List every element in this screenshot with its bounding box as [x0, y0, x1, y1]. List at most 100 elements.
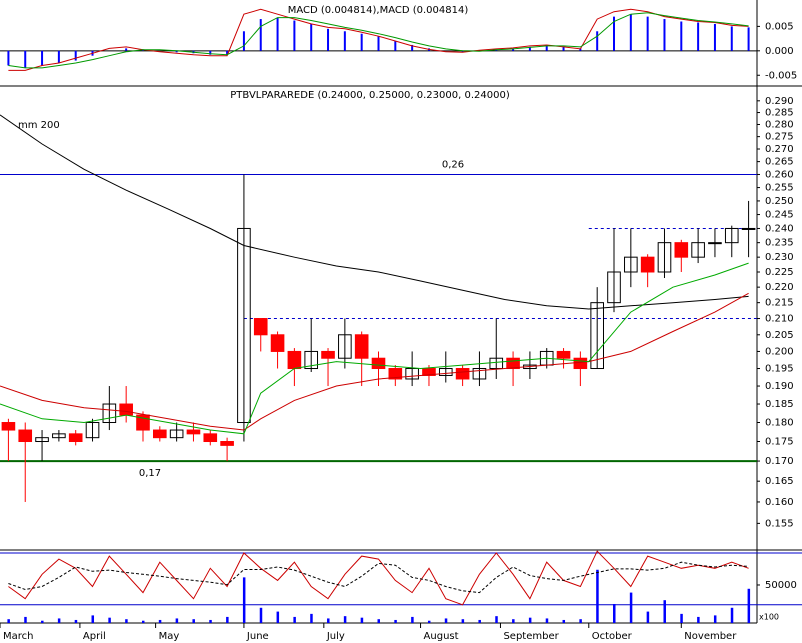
- x-tick-label: November: [684, 631, 737, 642]
- candle-body: [304, 350, 319, 370]
- stoch-d: [8, 561, 749, 594]
- volume-bar: [663, 600, 666, 623]
- x-tick-label: September: [503, 631, 559, 642]
- volume-bar: [242, 577, 246, 623]
- volume-bar: [478, 619, 481, 623]
- volume-bar: [697, 616, 700, 623]
- candle-body: [354, 334, 369, 359]
- candle-body: [691, 242, 705, 258]
- volume-bar: [91, 615, 95, 623]
- candle-body: [68, 433, 83, 443]
- price-title: PTBVLPARAREDE (0.24000, 0.25000, 0.23000…: [230, 90, 510, 101]
- candle-body: [371, 357, 386, 370]
- candle-body: [35, 437, 49, 443]
- volume-bar: [125, 619, 128, 623]
- volume-bar: [545, 618, 549, 623]
- y-tick-label: 0.205: [765, 330, 794, 341]
- candle-body: [455, 368, 470, 380]
- volume-bar: [411, 616, 414, 623]
- candle-body: [52, 433, 66, 439]
- volume-bar: [74, 619, 78, 623]
- volume-bar: [629, 592, 633, 623]
- y-tick-label: 0.255: [765, 183, 794, 194]
- candle-body: [472, 368, 487, 380]
- y-tick-label: 0.185: [765, 399, 794, 410]
- candle-body: [640, 256, 655, 273]
- y-tick-label: 0.200: [765, 346, 794, 357]
- volume-bar: [394, 619, 397, 623]
- x-tick-label: June: [246, 631, 269, 642]
- y-tick-label: 0.240: [765, 223, 794, 234]
- y-tick-label: 0.000: [765, 46, 794, 57]
- volume-bar: [596, 569, 599, 623]
- y-tick-label: 0.270: [765, 144, 794, 155]
- candle-body: [253, 318, 268, 336]
- candle-body: [674, 242, 689, 258]
- y-tick-label: 0.230: [765, 252, 794, 263]
- candle-body: [607, 271, 621, 304]
- candle-body: [186, 429, 201, 435]
- y-tick-label: 0.285: [765, 108, 794, 119]
- volume-bar: [528, 617, 532, 623]
- volume-bar: [24, 616, 27, 623]
- candle-body: [708, 242, 722, 245]
- macd-title: MACD (0.004814),MACD (0.004814): [288, 5, 469, 16]
- volume-bar: [226, 616, 229, 623]
- volume-bar: [293, 616, 296, 623]
- volume-bar: [377, 619, 380, 623]
- candle-body: [287, 350, 302, 370]
- candle-body: [506, 357, 520, 370]
- volume-bar: [327, 618, 330, 623]
- volume-bar: [579, 619, 582, 623]
- level-label: 0,17: [139, 468, 161, 479]
- y-tick-label: 50000: [765, 580, 797, 591]
- y-tick-label: 0.225: [765, 267, 794, 278]
- macd-line: [8, 12, 749, 69]
- macd-line: [8, 8, 749, 71]
- line-label: mm 200: [18, 120, 60, 131]
- candle-body: [1, 422, 16, 431]
- volume-bar: [713, 615, 717, 623]
- volume-bar: [141, 620, 145, 623]
- candle-body: [270, 334, 285, 352]
- candle-body: [741, 227, 756, 230]
- y-tick-label: 0.235: [765, 238, 794, 249]
- x-tick-label: July: [326, 631, 345, 642]
- volume-bar: [276, 611, 280, 623]
- x-tick-label: October: [592, 631, 633, 642]
- candle-body: [119, 403, 133, 416]
- y-tick-label: 0.265: [765, 157, 794, 168]
- y-tick-label: 0.190: [765, 381, 794, 392]
- moving-average: [0, 114, 749, 310]
- x-tick-label: April: [83, 631, 106, 642]
- y-tick-label: 0.175: [765, 437, 794, 448]
- candle-body: [573, 357, 588, 370]
- candle-body: [153, 429, 167, 439]
- candle-body: [657, 242, 672, 273]
- moving-average: [0, 292, 749, 431]
- candle-body: [220, 441, 234, 446]
- volume-bar: [562, 619, 566, 623]
- candle-body: [203, 433, 218, 443]
- candle-body: [237, 227, 251, 424]
- candle-body: [85, 422, 100, 439]
- y-tick-label: 0.165: [765, 476, 794, 487]
- volume-bar: [747, 588, 751, 623]
- y-tick-label: 0.180: [765, 418, 794, 429]
- y-tick-label: 0.245: [765, 210, 794, 221]
- candle-body: [405, 368, 419, 380]
- volume-bar: [192, 619, 195, 623]
- stoch-k: [8, 550, 749, 606]
- candle-body: [169, 429, 184, 439]
- volume-bar: [108, 617, 111, 623]
- volume-bar: [343, 616, 347, 623]
- y-tick-label: 0.220: [765, 282, 794, 293]
- volume-bar: [427, 620, 431, 623]
- y-tick-label: 0.280: [765, 119, 794, 130]
- candle-body: [489, 357, 504, 370]
- y-tick-label: 0.215: [765, 298, 794, 309]
- y-tick-label: 0.210: [765, 314, 794, 325]
- candle-body: [338, 334, 352, 359]
